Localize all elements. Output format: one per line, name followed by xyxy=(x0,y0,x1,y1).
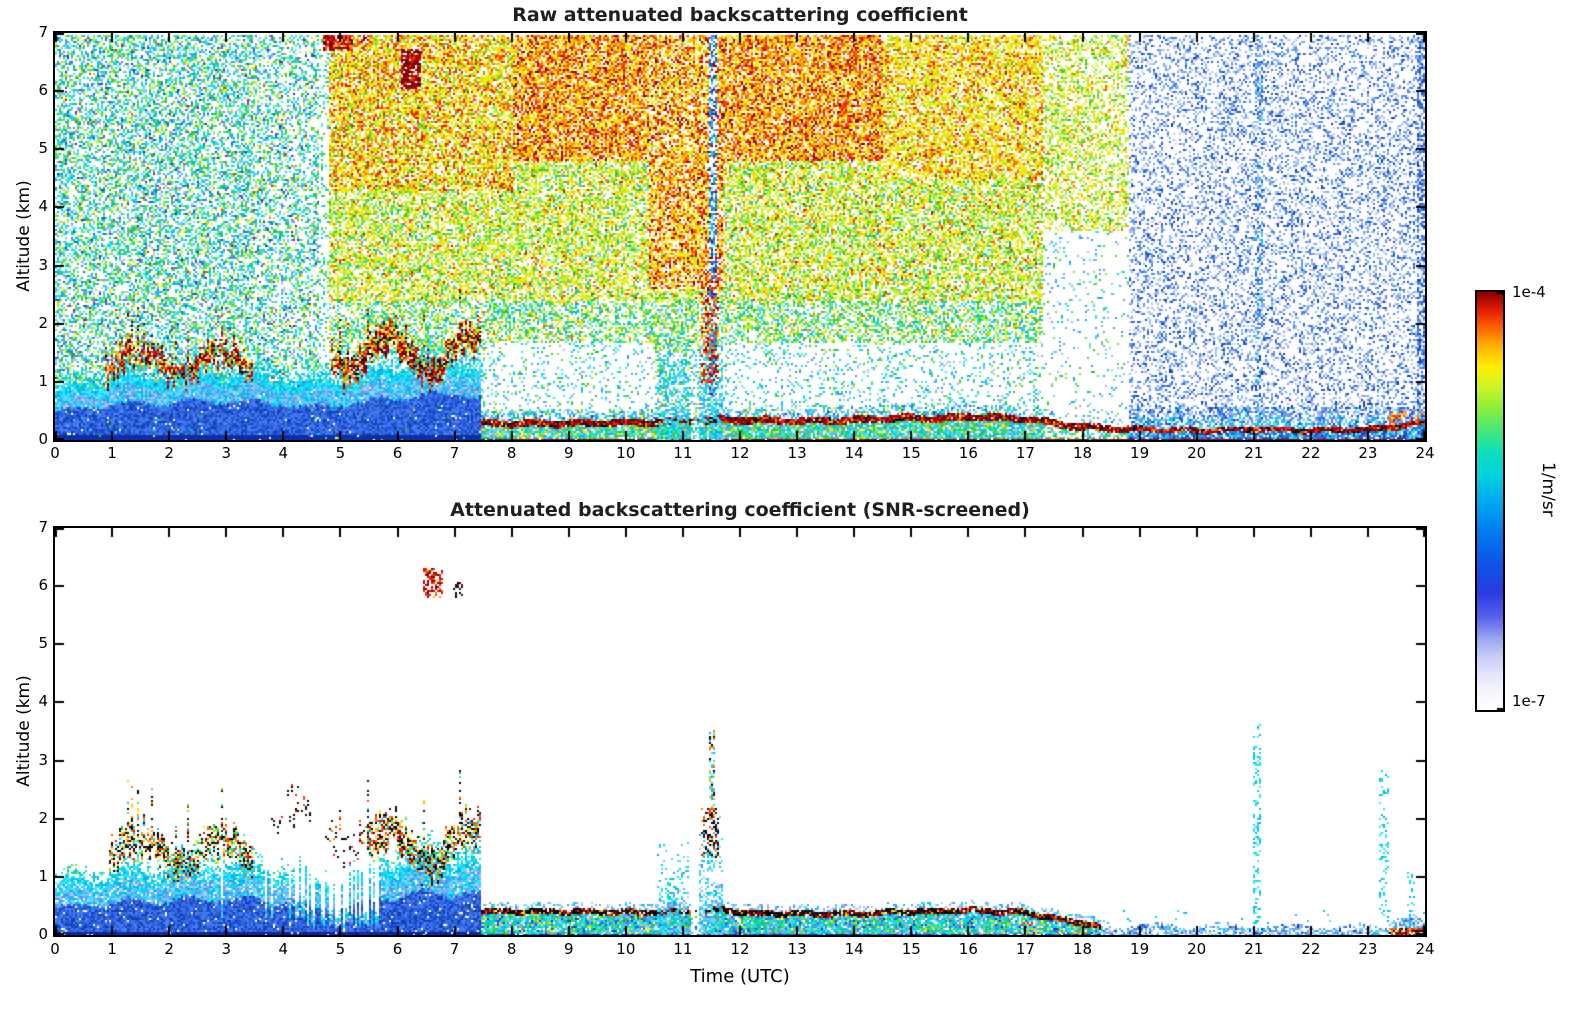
x-tick-label: 18 xyxy=(1072,444,1093,462)
y-tick-label: 1 xyxy=(38,371,48,390)
y-tick-label: 7 xyxy=(38,518,48,536)
y-tick-label: 0 xyxy=(38,430,48,448)
x-tick-label: 7 xyxy=(449,940,460,958)
x-tick-label: 12 xyxy=(730,444,750,462)
y-axis-label-screened: Altitude (km) xyxy=(14,675,34,787)
x-tick-label: 10 xyxy=(616,940,636,958)
x-tick-label: 7 xyxy=(449,444,460,462)
x-tick-label: 15 xyxy=(901,444,921,462)
screened-heatmap-canvas xyxy=(55,528,1425,935)
x-tick-label: 11 xyxy=(673,940,693,958)
y-tick-label: 3 xyxy=(38,750,48,769)
x-tick-label: 16 xyxy=(958,444,978,462)
x-tick-label: 20 xyxy=(1187,940,1207,958)
y-tick-label: 4 xyxy=(38,197,48,216)
x-tick-label: 23 xyxy=(1358,940,1378,958)
x-tick-label: 0 xyxy=(50,444,60,462)
x-tick-label: 6 xyxy=(392,940,403,958)
x-tick-label: 1 xyxy=(107,444,117,462)
x-tick-label: 13 xyxy=(787,444,807,462)
x-tick-label: 12 xyxy=(730,940,750,958)
y-tick-label: 2 xyxy=(38,313,48,332)
y-tick-label: 7 xyxy=(38,23,48,41)
colorbar-unit-label: 1/m/sr xyxy=(1538,462,1558,517)
x-tick-label: 1 xyxy=(107,940,117,958)
screened-panel-title: Attenuated backscattering coefficient (S… xyxy=(450,499,1030,521)
raw-panel-title: Raw attenuated backscattering coefficien… xyxy=(512,4,968,26)
x-tick-label: 4 xyxy=(278,444,289,462)
y-tick-label: 0 xyxy=(38,925,48,943)
x-tick-label: 21 xyxy=(1244,940,1264,958)
x-tick-label: 22 xyxy=(1301,940,1321,958)
x-tick-label: 11 xyxy=(673,444,693,462)
x-tick-label: 16 xyxy=(958,940,978,958)
colorbar-canvas xyxy=(1477,292,1503,710)
y-tick-label: 1 xyxy=(38,866,48,885)
x-tick-label: 13 xyxy=(787,940,807,958)
x-tick-label: 2 xyxy=(164,444,174,462)
x-tick-label: 22 xyxy=(1301,444,1321,462)
colorbar-max-label: 1e-4 xyxy=(1512,283,1546,301)
y-tick-label: 2 xyxy=(38,808,48,827)
y-tick-label: 6 xyxy=(38,81,48,100)
x-tick-label: 24 xyxy=(1415,444,1435,462)
x-tick-label: 3 xyxy=(221,940,232,958)
x-tick-label: 14 xyxy=(844,444,864,462)
x-tick-label: 15 xyxy=(901,940,921,958)
x-tick-label: 5 xyxy=(335,444,346,462)
x-tick-label: 0 xyxy=(50,940,60,958)
x-tick-label: 14 xyxy=(844,940,864,958)
x-tick-label: 2 xyxy=(164,940,174,958)
x-axis-label: Time (UTC) xyxy=(690,966,790,987)
x-tick-label: 8 xyxy=(506,444,517,462)
x-tick-label: 5 xyxy=(335,940,346,958)
x-tick-label: 23 xyxy=(1358,444,1378,462)
x-tick-label: 9 xyxy=(563,940,574,958)
y-tick-label: 5 xyxy=(38,139,48,158)
x-tick-label: 9 xyxy=(563,444,574,462)
x-tick-label: 6 xyxy=(392,444,403,462)
colorbar-min-label: 1e-7 xyxy=(1512,692,1546,710)
raw-heatmap-canvas xyxy=(55,33,1425,440)
y-tick-label: 3 xyxy=(38,255,48,274)
y-tick-label: 4 xyxy=(38,692,48,711)
y-tick-label: 6 xyxy=(38,576,48,595)
x-tick-label: 3 xyxy=(221,444,232,462)
x-tick-label: 20 xyxy=(1187,444,1207,462)
x-tick-label: 18 xyxy=(1072,940,1093,958)
x-tick-label: 19 xyxy=(1130,940,1150,958)
x-tick-label: 8 xyxy=(506,940,517,958)
x-tick-label: 17 xyxy=(1015,444,1035,462)
x-tick-label: 24 xyxy=(1415,940,1435,958)
x-tick-label: 4 xyxy=(278,940,289,958)
y-tick-label: 5 xyxy=(38,634,48,653)
x-tick-label: 19 xyxy=(1130,444,1150,462)
x-tick-label: 17 xyxy=(1015,940,1035,958)
y-axis-label-raw: Altitude (km) xyxy=(14,180,34,292)
x-tick-label: 10 xyxy=(616,444,636,462)
x-tick-label: 21 xyxy=(1244,444,1264,462)
